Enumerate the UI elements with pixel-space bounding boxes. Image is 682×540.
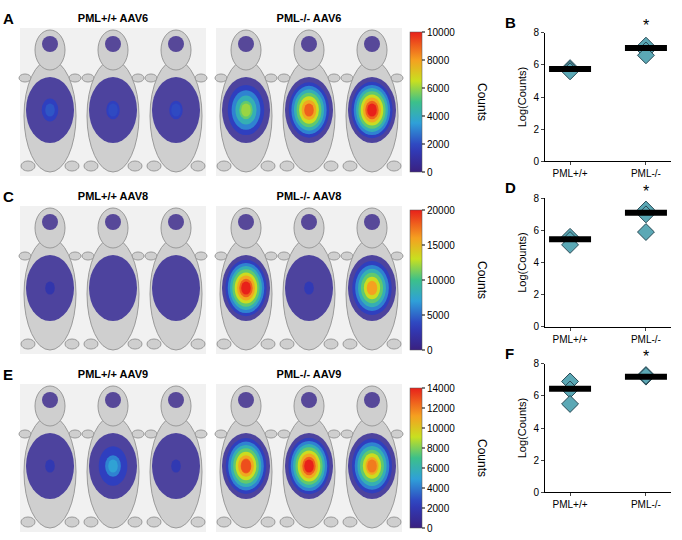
svg-text:Log(Counts): Log(Counts) [516,232,528,293]
svg-text:4: 4 [533,92,539,103]
svg-text:F: F [505,345,514,362]
svg-text:10000: 10000 [427,423,455,434]
svg-text:12000: 12000 [427,403,455,414]
svg-text:0: 0 [533,156,539,167]
svg-text:0: 0 [427,345,433,356]
svg-text:PML+/+ AAV9: PML+/+ AAV9 [78,368,148,380]
svg-text:14000: 14000 [427,383,455,394]
svg-text:PML-/-: PML-/- [631,499,661,510]
svg-text:PML+/+: PML+/+ [553,499,588,510]
svg-text:2: 2 [533,289,539,300]
svg-text:6: 6 [533,59,539,70]
svg-text:6000: 6000 [427,83,450,94]
svg-text:4: 4 [533,257,539,268]
svg-text:15000: 15000 [427,240,455,251]
svg-text:Log(Counts): Log(Counts) [516,398,528,459]
svg-text:5000: 5000 [427,310,450,321]
svg-text:Log(Counts): Log(Counts) [516,67,528,128]
svg-text:*: * [643,183,649,200]
svg-text:PML-/-: PML-/- [631,334,661,345]
svg-text:4000: 4000 [427,111,450,122]
svg-text:PML+/+: PML+/+ [553,334,588,345]
svg-text:4: 4 [533,423,539,434]
svg-text:2000: 2000 [427,139,450,150]
svg-text:10000: 10000 [427,275,455,286]
svg-text:E: E [3,366,13,383]
svg-text:*: * [643,17,649,34]
svg-text:6000: 6000 [427,463,450,474]
svg-text:4000: 4000 [427,483,450,494]
svg-text:PML-/- AAV8: PML-/- AAV8 [277,190,342,202]
svg-text:C: C [3,188,14,205]
svg-text:6: 6 [533,225,539,236]
svg-text:PML-/-: PML-/- [631,168,661,179]
svg-text:10000: 10000 [427,27,455,38]
svg-text:0: 0 [427,167,433,178]
svg-text:0: 0 [533,321,539,332]
svg-text:PML-/- AAV9: PML-/- AAV9 [277,368,342,380]
svg-text:20000: 20000 [427,205,455,216]
svg-text:8: 8 [533,193,539,204]
svg-text:2000: 2000 [427,503,450,514]
svg-text:B: B [505,14,516,31]
svg-text:0: 0 [533,487,539,498]
svg-text:8000: 8000 [427,443,450,454]
svg-text:A: A [3,10,14,27]
svg-text:0: 0 [427,523,433,534]
svg-text:PML+/+ AAV6: PML+/+ AAV6 [78,12,148,24]
svg-text:PML+/+: PML+/+ [553,168,588,179]
svg-text:Counts: Counts [475,439,489,477]
svg-text:6: 6 [533,390,539,401]
svg-text:PML+/+ AAV8: PML+/+ AAV8 [78,190,148,202]
svg-text:8: 8 [533,358,539,369]
svg-text:PML-/- AAV6: PML-/- AAV6 [277,12,342,24]
svg-text:D: D [505,179,516,196]
svg-text:Counts: Counts [475,83,489,121]
svg-text:2: 2 [533,124,539,135]
svg-text:*: * [643,348,649,365]
svg-text:8000: 8000 [427,55,450,66]
svg-text:2: 2 [533,455,539,466]
svg-text:Counts: Counts [475,261,489,299]
svg-text:8: 8 [533,27,539,38]
